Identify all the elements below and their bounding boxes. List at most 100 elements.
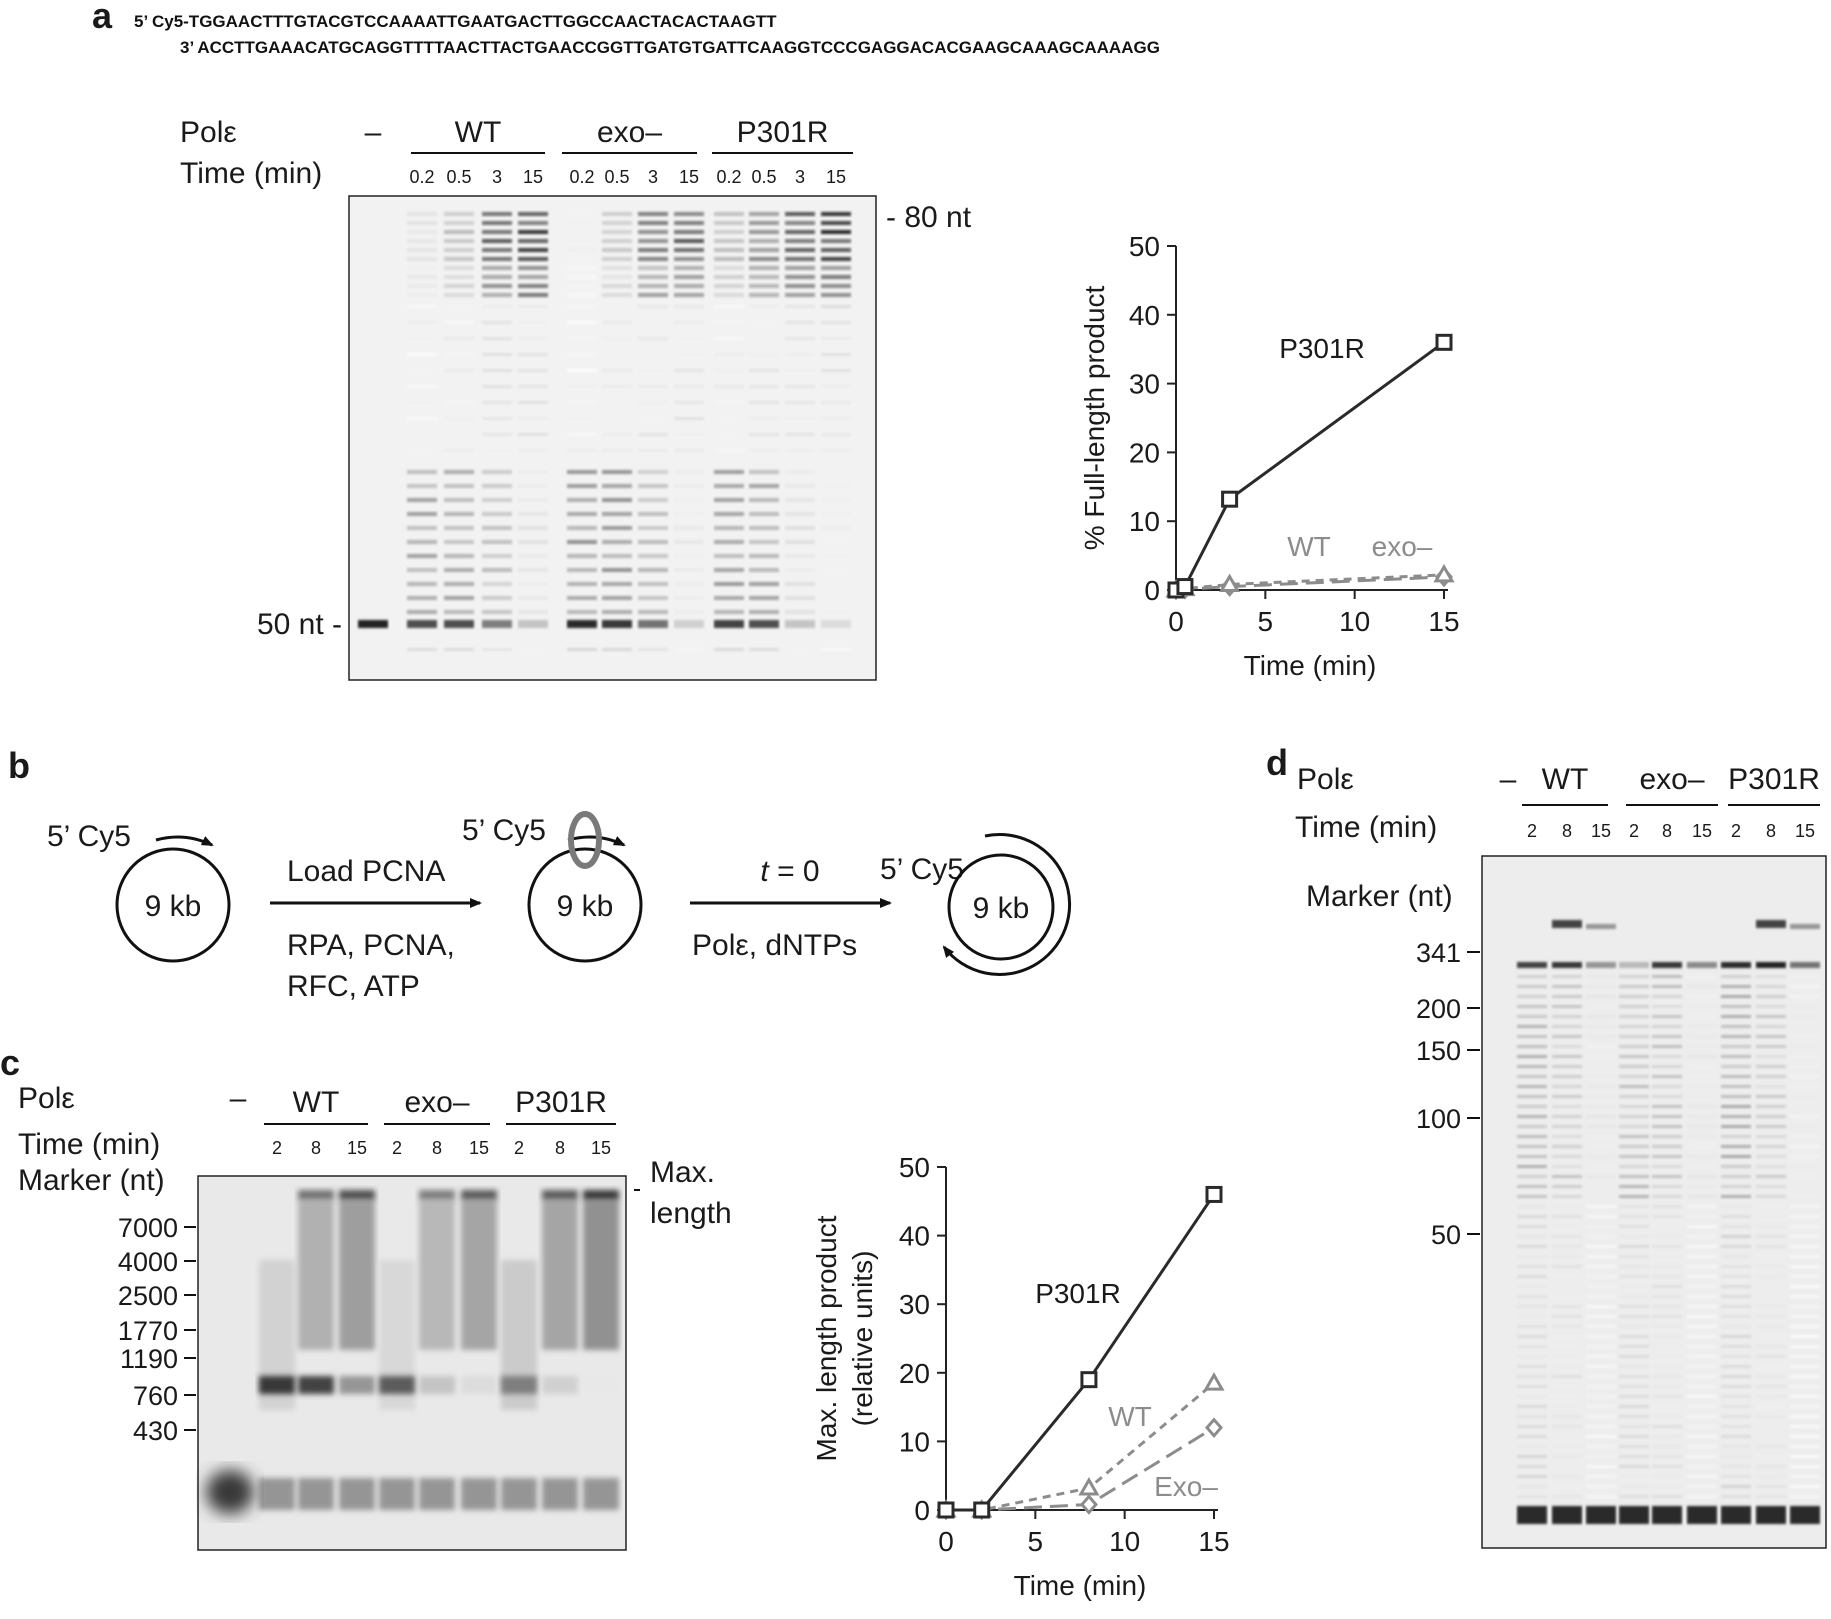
gel-band: [1619, 1315, 1649, 1318]
gel-band: [1790, 1315, 1820, 1318]
gel-band: [567, 239, 597, 243]
gel-band: [1790, 1265, 1820, 1268]
a-lane-label: 0.5: [751, 167, 776, 187]
gel-band: [1517, 1335, 1547, 1338]
gel-band: [1721, 1125, 1751, 1128]
gel-band: [1790, 1135, 1820, 1138]
gel-band: [602, 248, 632, 252]
gel-band: [1517, 1045, 1547, 1048]
gel-band: [1687, 1065, 1717, 1068]
gel-band: [298, 1190, 334, 1200]
gel-band: [1652, 1195, 1682, 1198]
gel-band: [1687, 1335, 1717, 1338]
gel-band: [567, 554, 597, 558]
panel-a-lane-labels: 0.2 0.5 3 15 0.2 0.5 3 15 0.2 0.5 3 15: [409, 167, 846, 187]
gel-band: [1790, 1485, 1820, 1488]
gel-c-bands: [206, 1190, 619, 1514]
gel-band: [1552, 1385, 1582, 1388]
gel-band: [1790, 1355, 1820, 1358]
gel-band: [1619, 1025, 1649, 1028]
gel-band: [638, 385, 668, 388]
gel-band: [674, 401, 704, 404]
gel-band: [1552, 1155, 1582, 1158]
gel-band: [567, 321, 597, 324]
gel-band: [1756, 1265, 1786, 1268]
gel-band: [1687, 1485, 1717, 1488]
gel-band: [821, 321, 851, 324]
gel-band: [1552, 1285, 1582, 1288]
gel-band: [638, 369, 668, 372]
gel-band: [1756, 1335, 1786, 1338]
gel-band: [785, 498, 815, 502]
gel-band: [1756, 1165, 1786, 1168]
gel-band: [1619, 1215, 1649, 1218]
gel-band: [1756, 1325, 1786, 1328]
gel-band: [1552, 1195, 1582, 1198]
gel-band: [749, 417, 779, 420]
gel-band: [1517, 1255, 1547, 1258]
gel-band: [1619, 1185, 1649, 1188]
gel-band: [518, 610, 548, 614]
gel-band: [638, 353, 668, 356]
chart-c-x-tick-label: 10: [1109, 1526, 1140, 1557]
gel-band: [1687, 1465, 1717, 1468]
gel-band: [444, 257, 474, 261]
gel-band: [714, 610, 744, 614]
gel-band: [821, 417, 851, 420]
chart-c-point-P301R: [973, 1501, 991, 1519]
gel-band: [1687, 1345, 1717, 1348]
gel-band: [1552, 1145, 1582, 1148]
gel-band: [1586, 1495, 1616, 1498]
gel-band: [749, 257, 779, 261]
gel-d-marker-label: 341: [1416, 938, 1461, 968]
gel-band: [821, 526, 851, 530]
gel-band: [1687, 1135, 1717, 1138]
gel-band: [1517, 1035, 1547, 1038]
chart-a-y-tick-label: 50: [1129, 231, 1160, 262]
gel-band: [1756, 1015, 1786, 1018]
gel-band: [1790, 1345, 1820, 1348]
gel-band: [567, 470, 597, 474]
gel-band: [1687, 1365, 1717, 1368]
gel-band: [1586, 1205, 1616, 1208]
gel-band: [1721, 1275, 1751, 1278]
gel-band: [1552, 1245, 1582, 1248]
gel-band: [1687, 1115, 1717, 1118]
gel-band: [1687, 1215, 1717, 1218]
gel-band: [1652, 1315, 1682, 1318]
a-group-1: exo–: [597, 116, 662, 149]
gel-band: [1721, 1005, 1751, 1008]
gel-band: [1790, 1275, 1820, 1278]
gel-band: [567, 305, 597, 308]
gel-band: [518, 554, 548, 558]
gel-band: [602, 449, 632, 452]
gel-band: [674, 512, 704, 516]
gel-band: [482, 293, 512, 297]
gel-band: [567, 568, 597, 572]
cy5-label-3: 5’ Cy5: [880, 853, 964, 886]
gel-band: [1687, 1045, 1717, 1048]
gel-band: [785, 353, 815, 356]
gel-smear: [542, 1200, 578, 1350]
gel-band: [407, 596, 437, 600]
gel-band: [1756, 1475, 1786, 1478]
gel-band: [518, 275, 548, 279]
gel-band: [1756, 975, 1786, 978]
gel-band: [1756, 1385, 1786, 1388]
gel-band: [785, 369, 815, 372]
gel-band: [749, 337, 779, 340]
gel-band: [1619, 975, 1649, 978]
chart-c-y-tick-label: 20: [899, 1358, 930, 1389]
gel-band: [1790, 1075, 1820, 1078]
gel-band: [714, 221, 744, 225]
gel-band: [1790, 1105, 1820, 1108]
gel-c-marker-label: 4000: [118, 1247, 178, 1277]
chart-a-y-tick-label: 10: [1129, 506, 1160, 537]
gel-band: [1721, 1075, 1751, 1078]
gel-band: [602, 385, 632, 388]
gel-band: [821, 610, 851, 614]
gel-band: [1721, 1015, 1751, 1018]
gel-band: [1517, 1235, 1547, 1238]
primer-arrow-1: [155, 835, 214, 847]
gel-band: [821, 498, 851, 502]
